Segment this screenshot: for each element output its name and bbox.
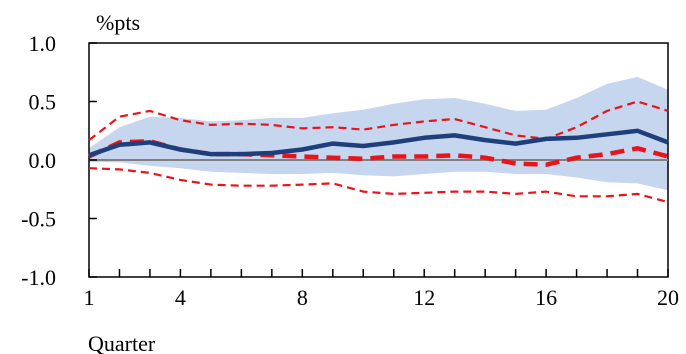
series-layer (88, 100, 669, 204)
tick-layer: 1 4 8 12 16 20 1.0 0.5 0.0 -0.5 -1.0 (21, 31, 679, 310)
y-tick-label: 0.0 (29, 148, 57, 173)
confidence-band-layer (89, 76, 668, 191)
series-line-1 (88, 128, 669, 158)
x-tick-label: 12 (413, 285, 435, 310)
x-axis-label: Quarter (88, 331, 156, 354)
y-tick-label: 0.5 (29, 90, 57, 115)
x-tick-label: 16 (535, 285, 557, 310)
y-tick-label: -0.5 (21, 207, 56, 232)
series-line-4 (88, 167, 669, 204)
confidence-band (89, 76, 668, 191)
x-tick-label: 1 (84, 285, 95, 310)
x-tick-label: 20 (657, 285, 679, 310)
y-tick-label: 1.0 (29, 31, 57, 56)
y-tick-label: -1.0 (21, 265, 56, 290)
x-tick-label: 4 (175, 285, 186, 310)
y-axis-label: %pts (96, 10, 140, 35)
plot-frame-layer (88, 42, 669, 278)
x-tick-label: 8 (297, 285, 308, 310)
series-line-3 (88, 100, 669, 141)
